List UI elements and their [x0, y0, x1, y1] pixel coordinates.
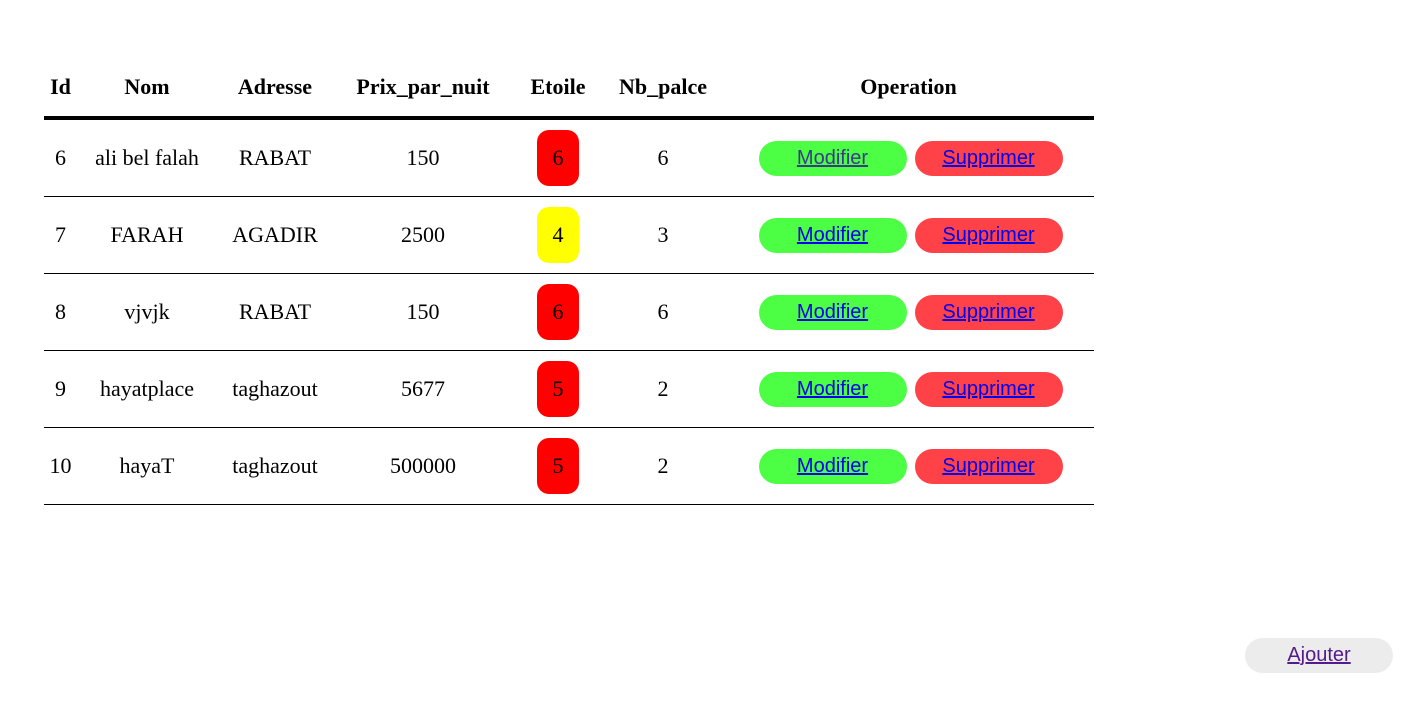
cell-nb-palce: 3 — [603, 196, 723, 274]
header-nb-palce: Nb_palce — [603, 58, 723, 120]
cell-adresse: taghazout — [217, 350, 333, 428]
etoile-badge: 6 — [537, 284, 579, 340]
etoile-badge: 6 — [537, 130, 579, 186]
cell-operation: Modifier Supprimer — [723, 196, 1094, 274]
cell-prix: 2500 — [333, 196, 513, 274]
cell-etoile: 5 — [513, 427, 603, 505]
operation-buttons: Modifier Supprimer — [723, 371, 1094, 407]
cell-operation: Modifier Supprimer — [723, 118, 1094, 197]
cell-nom: hayaT — [77, 427, 217, 505]
cell-prix: 500000 — [333, 427, 513, 505]
cell-nb-palce: 6 — [603, 118, 723, 197]
cell-nom: vjvjk — [77, 273, 217, 351]
header-id: Id — [44, 58, 77, 120]
cell-operation: Modifier Supprimer — [723, 273, 1094, 351]
header-operation: Operation — [723, 58, 1094, 120]
cell-etoile: 6 — [513, 118, 603, 197]
cell-etoile: 6 — [513, 273, 603, 351]
operation-buttons: Modifier Supprimer — [723, 448, 1094, 484]
etoile-badge: 4 — [537, 207, 579, 263]
supprimer-button[interactable]: Supprimer — [914, 294, 1063, 330]
cell-operation: Modifier Supprimer — [723, 350, 1094, 428]
table-row: 7 FARAH AGADIR 2500 4 3 Modifier Supprim… — [44, 196, 1094, 274]
cell-id: 10 — [44, 427, 77, 505]
ajouter-button[interactable]: Ajouter — [1245, 638, 1393, 673]
table-row: 10 hayaT taghazout 500000 5 2 Modifier S… — [44, 427, 1094, 505]
cell-prix: 5677 — [333, 350, 513, 428]
modifier-button[interactable]: Modifier — [758, 371, 907, 407]
table-row: 8 vjvjk RABAT 150 6 6 Modifier Supprimer — [44, 273, 1094, 351]
cell-id: 9 — [44, 350, 77, 428]
cell-etoile: 5 — [513, 350, 603, 428]
cell-id: 7 — [44, 196, 77, 274]
modifier-button[interactable]: Modifier — [758, 217, 907, 253]
cell-nb-palce: 2 — [603, 427, 723, 505]
etoile-badge: 5 — [537, 438, 579, 494]
modifier-button[interactable]: Modifier — [758, 140, 907, 176]
supprimer-button[interactable]: Supprimer — [914, 217, 1063, 253]
cell-nom: ali bel falah — [77, 118, 217, 197]
cell-id: 6 — [44, 118, 77, 197]
cell-nom: hayatplace — [77, 350, 217, 428]
supprimer-button[interactable]: Supprimer — [914, 448, 1063, 484]
supprimer-button[interactable]: Supprimer — [914, 371, 1063, 407]
cell-adresse: AGADIR — [217, 196, 333, 274]
cell-adresse: RABAT — [217, 273, 333, 351]
header-adresse: Adresse — [217, 58, 333, 120]
modifier-button[interactable]: Modifier — [758, 448, 907, 484]
hotels-table: Id Nom Adresse Prix_par_nuit Etoile Nb_p… — [44, 58, 1094, 505]
header-prix-par-nuit: Prix_par_nuit — [333, 58, 513, 120]
etoile-badge: 5 — [537, 361, 579, 417]
table-header-row: Id Nom Adresse Prix_par_nuit Etoile Nb_p… — [44, 58, 1094, 120]
cell-nb-palce: 6 — [603, 273, 723, 351]
modifier-button[interactable]: Modifier — [758, 294, 907, 330]
table-row: 6 ali bel falah RABAT 150 6 6 Modifier S… — [44, 118, 1094, 197]
operation-buttons: Modifier Supprimer — [723, 294, 1094, 330]
cell-prix: 150 — [333, 273, 513, 351]
cell-id: 8 — [44, 273, 77, 351]
header-nom: Nom — [77, 58, 217, 120]
cell-adresse: taghazout — [217, 427, 333, 505]
supprimer-button[interactable]: Supprimer — [914, 140, 1063, 176]
cell-operation: Modifier Supprimer — [723, 427, 1094, 505]
cell-nom: FARAH — [77, 196, 217, 274]
header-etoile: Etoile — [513, 58, 603, 120]
operation-buttons: Modifier Supprimer — [723, 217, 1094, 253]
table-row: 9 hayatplace taghazout 5677 5 2 Modifier… — [44, 350, 1094, 428]
cell-etoile: 4 — [513, 196, 603, 274]
cell-prix: 150 — [333, 118, 513, 197]
cell-adresse: RABAT — [217, 118, 333, 197]
cell-nb-palce: 2 — [603, 350, 723, 428]
operation-buttons: Modifier Supprimer — [723, 140, 1094, 176]
